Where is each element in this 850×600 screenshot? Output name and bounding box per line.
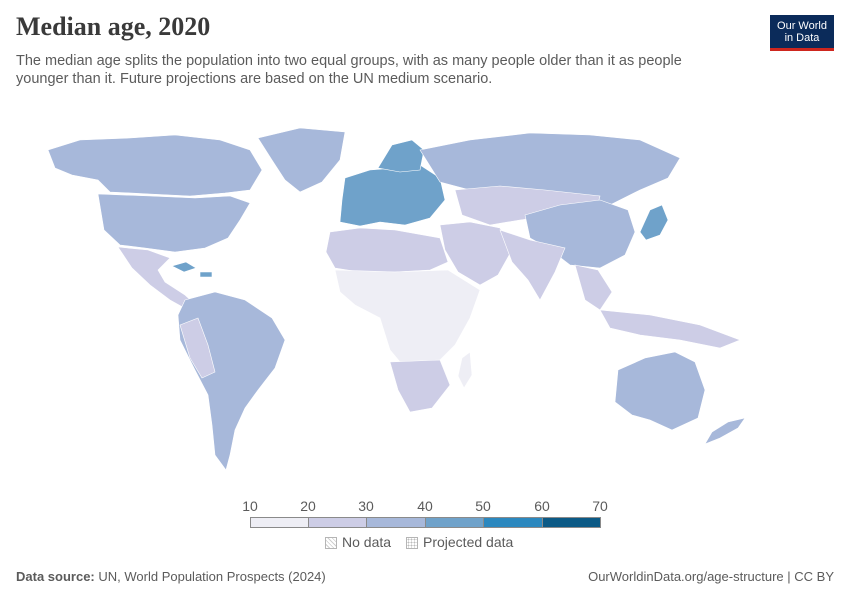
data-source: Data source: UN, World Population Prospe… <box>16 569 326 584</box>
region-sub-saharan-africa[interactable] <box>334 269 481 369</box>
region-southeast-asia[interactable] <box>574 264 741 349</box>
region-united-states[interactable] <box>97 193 251 253</box>
no-data-label: No data <box>342 534 392 550</box>
legend: 10 20 30 40 50 60 70 No data Projected d… <box>240 498 620 558</box>
legend-no-data[interactable]: No data <box>325 534 391 550</box>
logo-line-2: in Data <box>784 32 820 44</box>
region-south-america[interactable] <box>177 291 286 471</box>
legend-bin-40-50[interactable] <box>425 517 484 528</box>
legend-tick: 50 <box>475 498 491 514</box>
world-map[interactable] <box>0 100 850 490</box>
region-australia[interactable] <box>614 351 706 431</box>
region-mexico-central-america[interactable] <box>117 246 197 311</box>
legend-bin-20-30[interactable] <box>308 517 367 528</box>
region-europe[interactable] <box>339 164 446 227</box>
region-japan[interactable] <box>639 204 669 241</box>
legend-tick: 30 <box>358 498 374 514</box>
footer-url[interactable]: OurWorldinData.org/age-structure | CC BY <box>588 569 834 584</box>
chart-subtitle: The median age splits the population int… <box>16 53 682 87</box>
legend-bin-30-40[interactable] <box>366 517 426 528</box>
owid-logo[interactable]: Our World in Data <box>770 15 834 51</box>
region-new-zealand[interactable] <box>704 417 746 445</box>
legend-bin-10-20[interactable] <box>250 517 309 528</box>
legend-tick: 70 <box>592 498 608 514</box>
region-greenland[interactable] <box>257 127 346 193</box>
region-north-africa[interactable] <box>325 227 449 273</box>
legend-projected[interactable]: Projected data <box>406 534 513 550</box>
region-andes[interactable] <box>179 317 216 379</box>
no-data-swatch <box>325 537 337 549</box>
data-source-label: Data source: <box>16 569 95 584</box>
region-south-asia[interactable] <box>499 229 566 301</box>
region-scandinavia[interactable] <box>377 139 425 173</box>
region-middle-east[interactable] <box>439 221 513 286</box>
logo-line-1: Our World <box>777 20 827 32</box>
projected-swatch <box>406 537 418 549</box>
region-madagascar[interactable] <box>457 351 473 389</box>
legend-tick: 20 <box>300 498 316 514</box>
projected-label: Projected data <box>423 534 514 550</box>
legend-bin-50-60[interactable] <box>483 517 543 528</box>
legend-tick: 10 <box>242 498 258 514</box>
legend-bin-60-70[interactable] <box>542 517 601 528</box>
region-southern-africa[interactable] <box>389 359 451 413</box>
chart-title: Median age, 2020 <box>16 12 211 41</box>
legend-tick: 60 <box>534 498 550 514</box>
legend-tick: 40 <box>417 498 433 514</box>
data-source-text[interactable]: UN, World Population Prospects (2024) <box>98 569 326 584</box>
region-canada[interactable] <box>47 134 263 197</box>
region-caribbean[interactable] <box>171 261 213 278</box>
